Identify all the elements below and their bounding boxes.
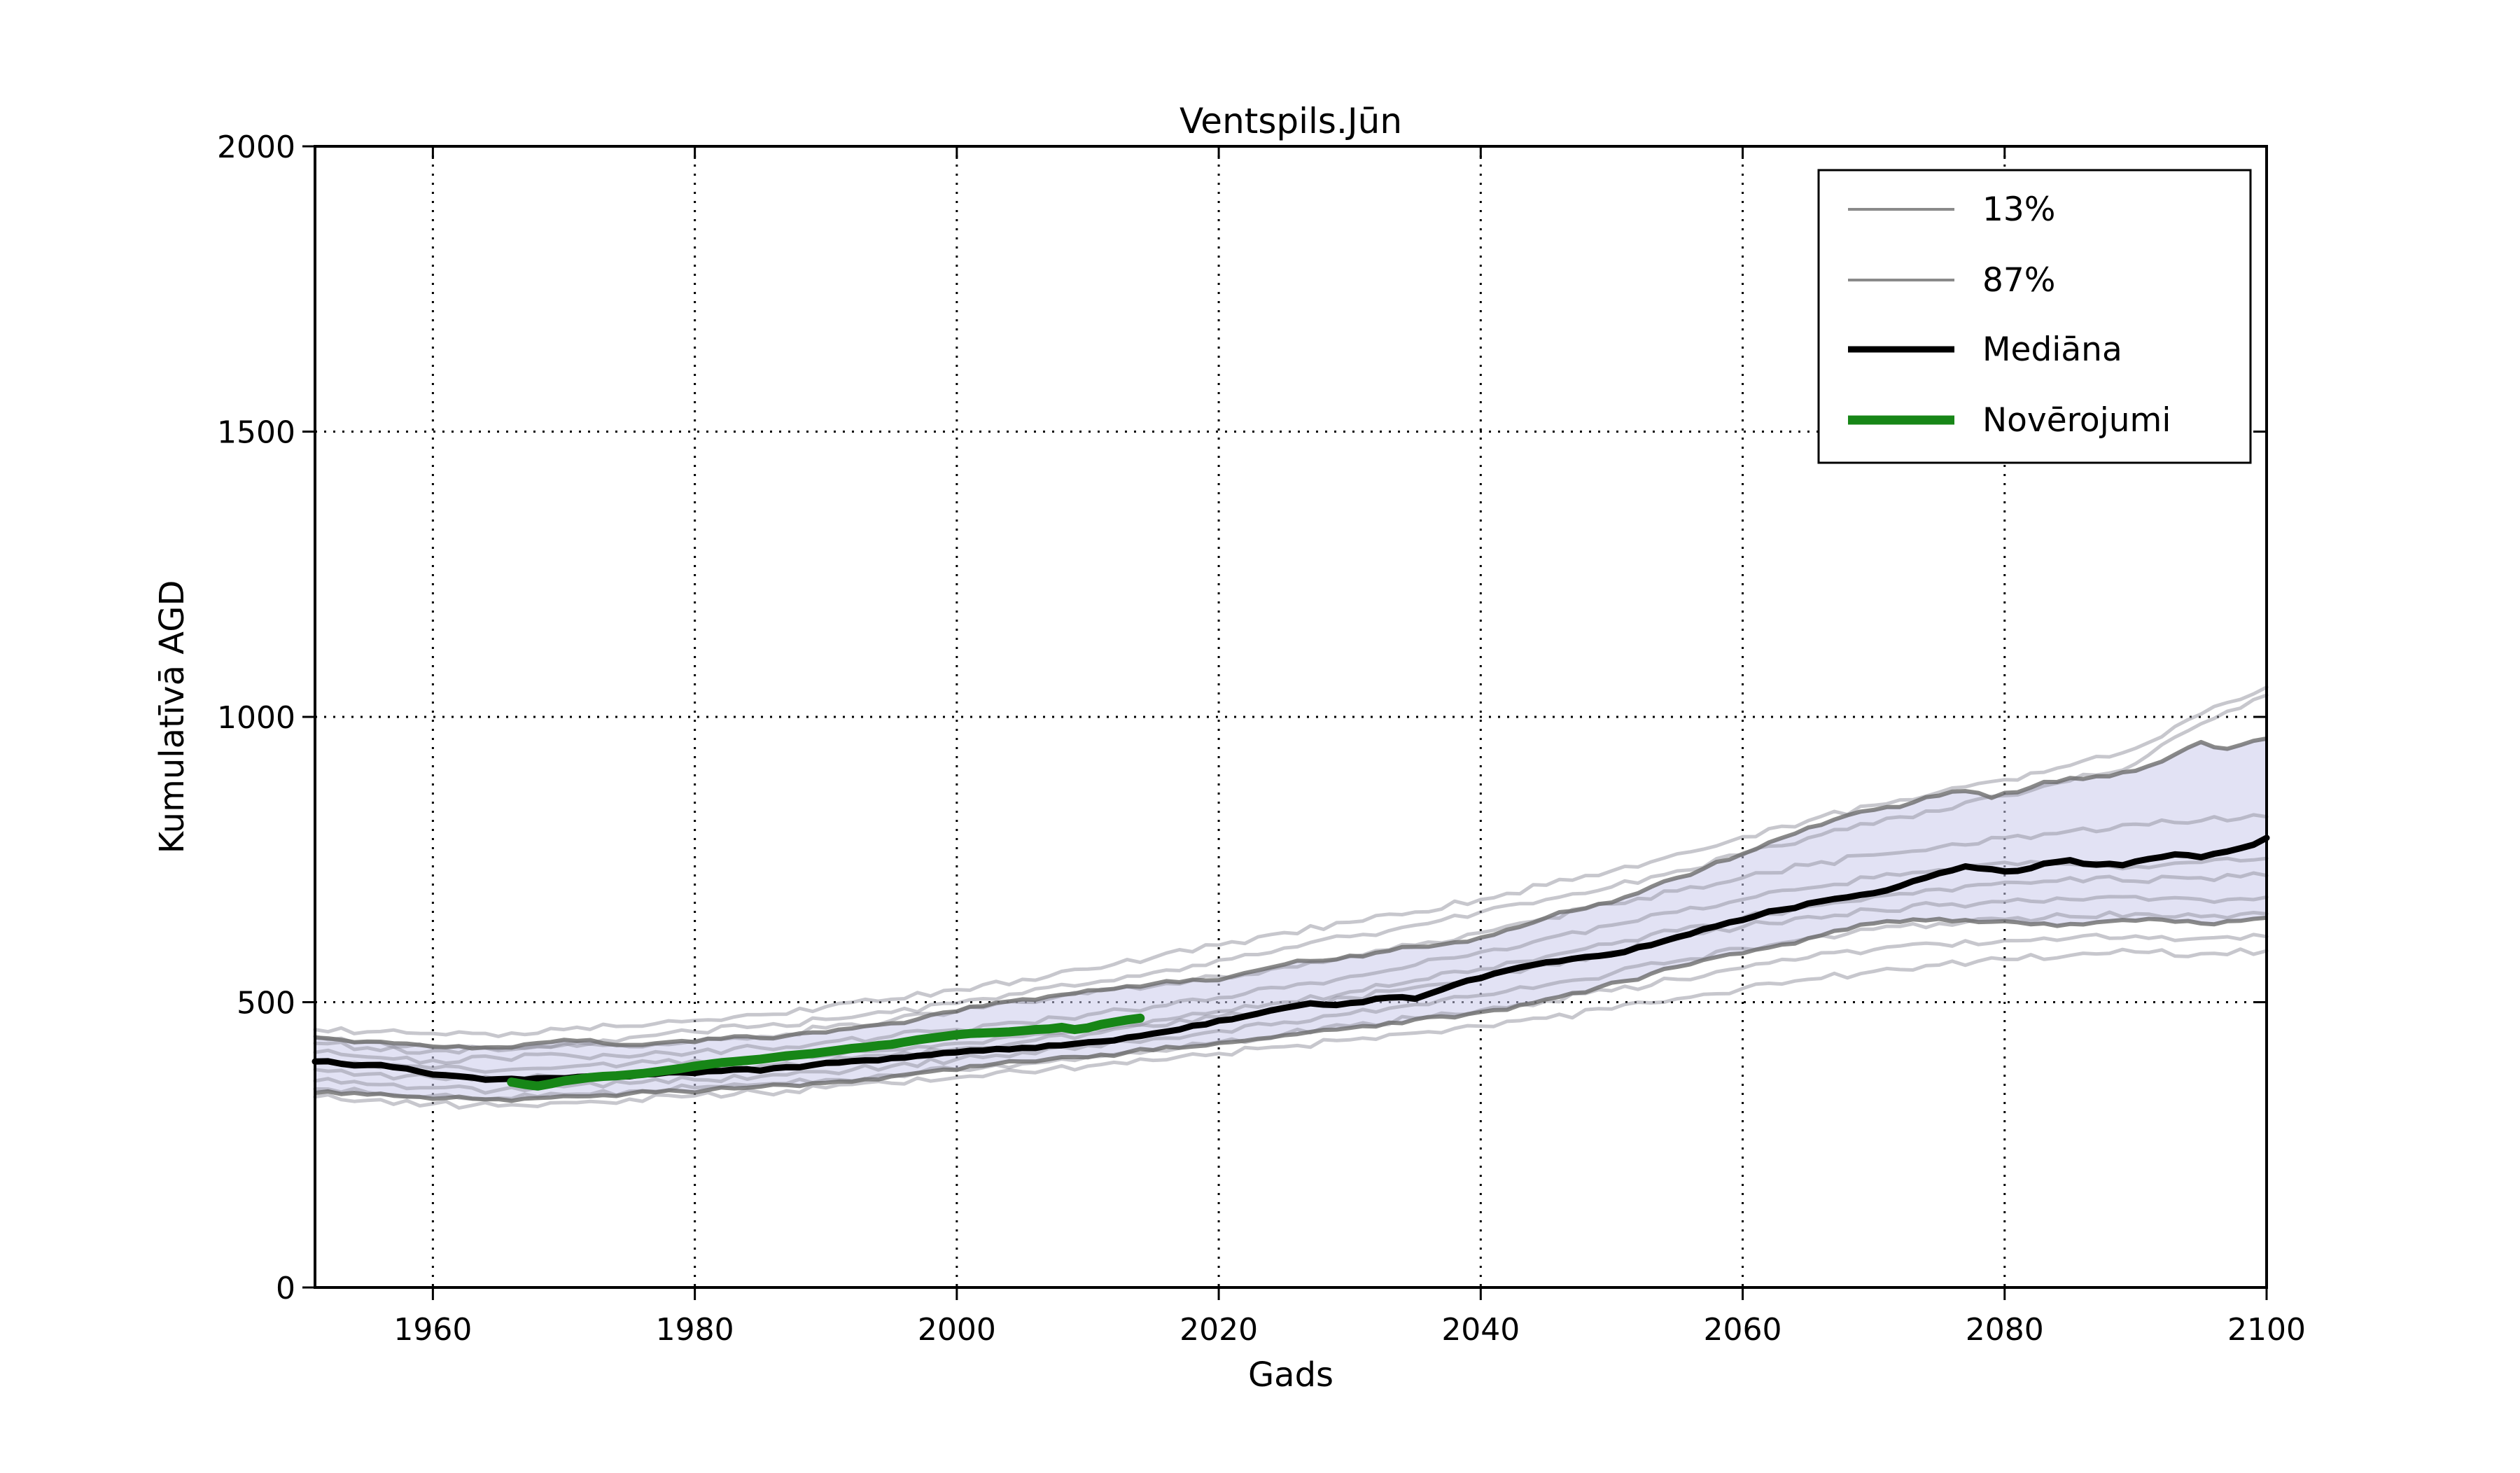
x-tick-label-2100: 2100 [2227, 1312, 2306, 1348]
series-percentile-87 [314, 736, 2267, 1051]
x-tick-label-1980: 1980 [656, 1312, 734, 1348]
x-axis-label: Gads [1248, 1355, 1334, 1395]
x-tick-label-2040: 2040 [1441, 1312, 1520, 1348]
x-tick-label-2060: 2060 [1704, 1312, 1782, 1348]
series-ensemble-9 [313, 947, 2269, 1110]
y-tick-label-1500: 1500 [217, 415, 295, 451]
tick-label-layer: 1960 1980 2000 2020 2040 2060 2080 2100 0 500 1000… [217, 130, 2306, 1348]
series-layer [312, 685, 2270, 1110]
series-percentile-13 [314, 915, 2267, 1103]
y-axis-label: Kumulatīvā AGD [153, 580, 192, 854]
legend-label-13%: 13% [1982, 190, 2055, 229]
y-tick-label-2000: 2000 [217, 130, 295, 165]
y-tick-label-500: 500 [237, 986, 295, 1021]
series-ensemble-2 [313, 693, 2269, 1053]
axes-frame-layer [302, 145, 2268, 1300]
series-ensemble-5 [313, 871, 2269, 1074]
series-ensemble-1 [313, 685, 2269, 1038]
uncertainty-band [315, 739, 2267, 1101]
x-tick-label-2000: 2000 [918, 1312, 996, 1348]
legend-box [1817, 169, 2252, 464]
y-tick-label-1000: 1000 [217, 700, 295, 736]
y-tick-label-0: 0 [276, 1271, 295, 1306]
x-tick-label-2080: 2080 [1966, 1312, 2044, 1348]
x-tick-label-1960: 1960 [393, 1312, 472, 1348]
legend: 13% 87% Mediāna Novērojumi [1817, 169, 2252, 464]
legend-label-Novērojumi: Novērojumi [1982, 401, 2171, 440]
legend-label-Mediāna: Mediāna [1982, 330, 2122, 369]
series-observations [507, 1013, 1145, 1091]
legend-label-87%: 87% [1982, 261, 2055, 300]
uncertainty-band-layer [315, 739, 2267, 1101]
series-ensemble-7 [313, 910, 2269, 1095]
chart-title: Ventspils.Jūn [1180, 101, 1402, 141]
x-tick-label-2020: 2020 [1180, 1312, 1258, 1348]
